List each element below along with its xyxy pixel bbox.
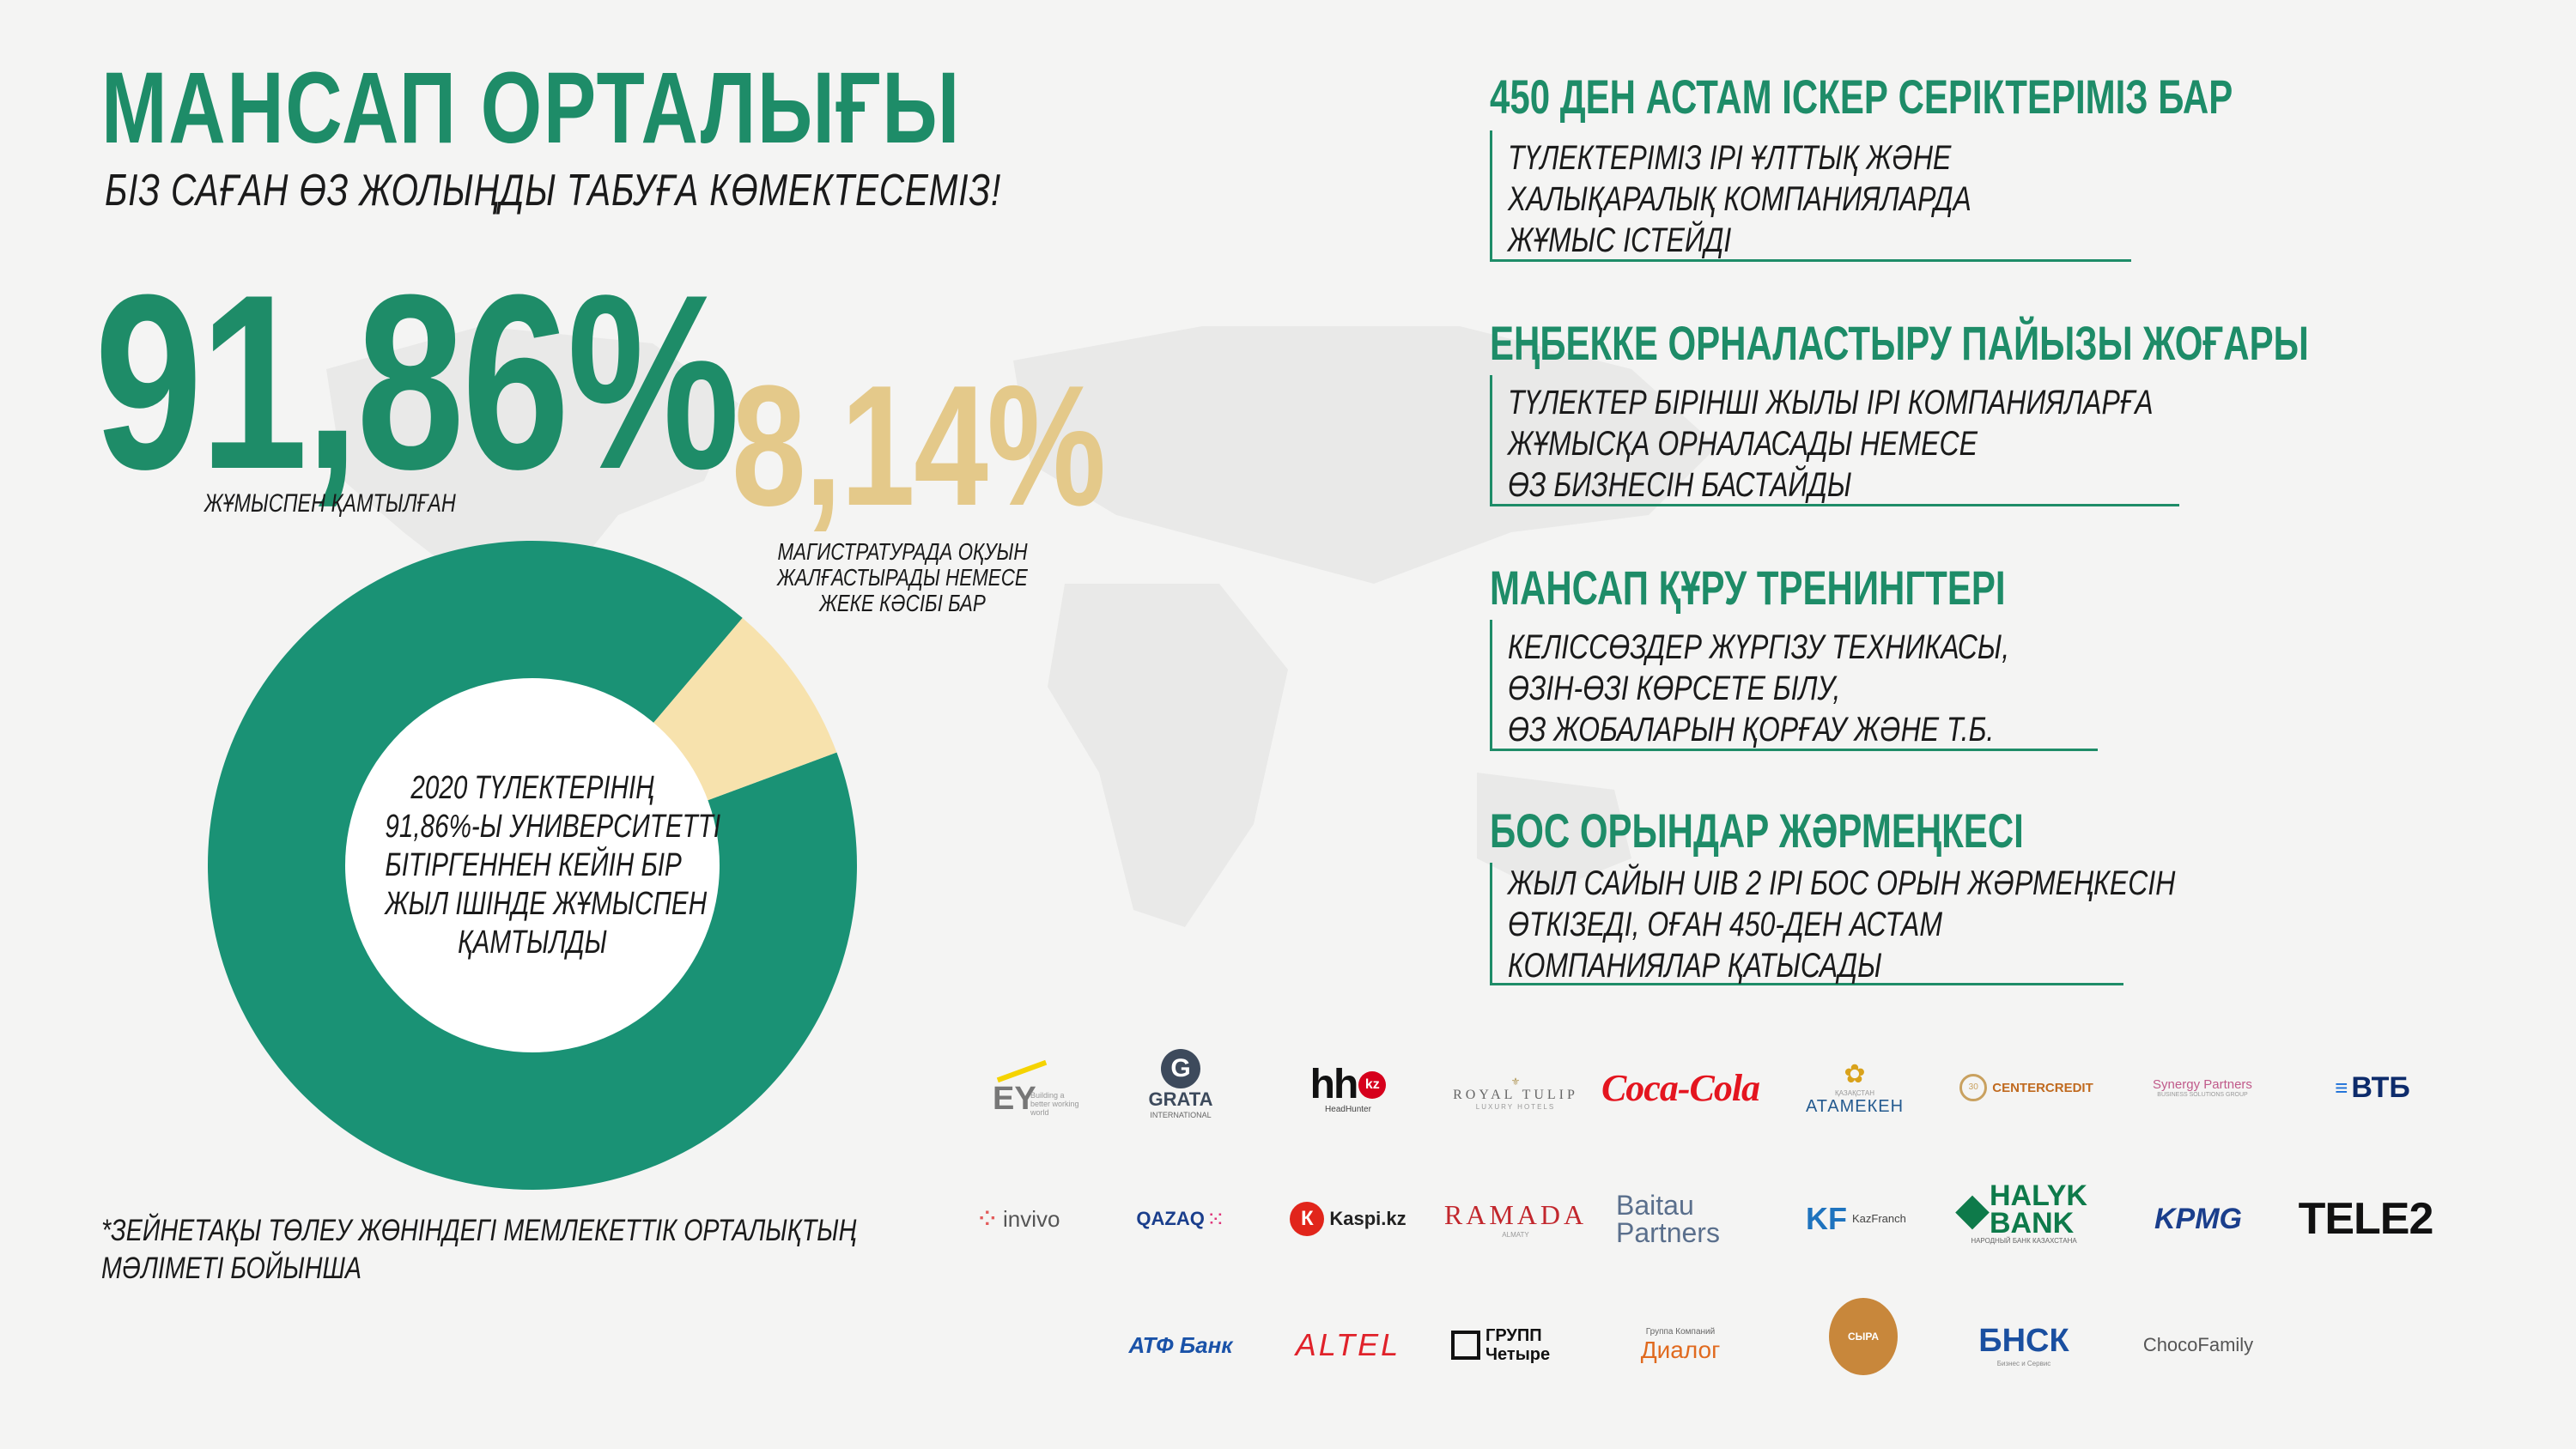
block-line: КОМПАНИЯЛАР ҚАТЫСАДЫ (1508, 947, 1882, 985)
center-text-line: 91,86%-Ы УНИВЕРСИТЕТТІ (385, 809, 721, 845)
other-label-line: ЖАЛҒАСТЫРАДЫ НЕМЕСЕ (777, 564, 1028, 591)
block-line: ТҮЛЕКТЕРІМІЗ ІРІ ҰЛТТЫҚ ЖӘНЕ (1508, 139, 1952, 177)
footnote-line: МӘЛІМЕТІ БОЙЫНША (101, 1252, 362, 1285)
logo-atameken: ✿ ҚАЗАҚСТАН АТАМЕКЕН (1805, 1059, 1905, 1116)
donut-center (345, 678, 720, 1052)
employed-label: ЖҰМЫСПЕН ҚАМТЫЛҒАН (204, 489, 456, 518)
block-partners: 450 ДЕН АСТАМ ІСКЕР СЕРІКТЕРІМІЗ БАР ТҮЛ… (1490, 69, 2481, 262)
logo-bnsk: БНСК Бизнес и Сервис (1978, 1323, 2069, 1367)
block-heading: 450 ДЕН АСТАМ ІСКЕР СЕРІКТЕРІМІЗ БАР (1490, 70, 2233, 124)
atameken-flower-icon: ✿ (1844, 1059, 1866, 1088)
donut-center-text: 2020 ТҮЛЕКТЕРІНІҢ 91,86%-Ы УНИВЕРСИТЕТТІ… (343, 769, 721, 962)
qazaq-dots-icon: ⁙ (1206, 1205, 1225, 1232)
block-line: ЖҰМЫСҚА ОРНАЛАСАДЫ НЕМЕСЕ (1508, 425, 1978, 463)
logo-ramada: RAMADA ALMATY (1443, 1199, 1588, 1239)
group-four-square-icon (1451, 1331, 1480, 1360)
block-line: ӨТКІЗЕДІ, ОҒАН 450-ДЕН АСТАМ (1508, 906, 1943, 943)
other-percentage: 8,14% (732, 350, 1106, 542)
logo-dialog: Группа Компаний Диалог (1640, 1326, 1721, 1363)
block-line: ЖЫЛ САЙЫН UIB 2 ІРІ БОС ОРЫН ЖӘРМЕҢКЕСІН (1508, 864, 2176, 902)
halyk-emblem-icon: ◆ (1955, 1184, 1990, 1234)
logo-synergy: Synergy Partners BUSINESS SOLUTIONS GROU… (2153, 1077, 2252, 1098)
block-heading: МАНСАП ҚҰРУ ТРЕНИНГТЕРІ (1490, 561, 2006, 615)
logo-chocofamily: ChocoFamily (2142, 1334, 2254, 1355)
logo-qazaq: QAZAQ ⁙ (1136, 1205, 1225, 1232)
block-heading: ЕҢБЕККЕ ОРНАЛАСТЫРУ ПАЙЫЗЫ ЖОҒАРЫ (1490, 316, 2309, 370)
kaspi-icon: К (1290, 1202, 1325, 1236)
logo-altel: ALTEL (1295, 1327, 1401, 1362)
block-heading: БОС ОРЫНДАР ЖӘРМЕҢКЕСІ (1490, 803, 2024, 858)
block-line: ХАЛЫҚАРАЛЫҚ КОМПАНИЯЛАРДА (1508, 180, 1971, 218)
block-trainings: МАНСАП ҚҰРУ ТРЕНИНГТЕРІ КЕЛІССӨЗДЕР ЖҮРГ… (1490, 560, 2178, 751)
footnote: *ЗЕЙНЕТАҚЫ ТӨЛЕУ ЖӨНІНДЕГІ МЕМЛЕКЕТТІК О… (101, 1212, 1022, 1288)
other-label-line: ЖЕКЕ КӘСІБІ БАР (819, 590, 986, 616)
block-line: ӨЗ ЖОБАЛАРЫН ҚОРҒАУ ЖӘНЕ Т.Б. (1508, 711, 1995, 749)
logo-group-four: ГРУПП Четыре (1434, 1307, 1597, 1384)
logo-kaspi: К Kaspi.kz (1267, 1180, 1430, 1258)
hh-kz-icon: kz (1358, 1070, 1387, 1099)
employed-percentage: 91,86% (94, 243, 740, 521)
logo-kpmg: KPMG (2154, 1202, 2242, 1235)
logo-vtb: ≡ ВТБ (2335, 1070, 2410, 1104)
logo-ey: EY Building a better working world (936, 1052, 1099, 1129)
logo-tele2: TELE2 (2298, 1194, 2434, 1244)
center-text-line: БІТІРГЕННЕН КЕЙІН БІР (385, 847, 682, 883)
vtb-stripes-icon: ≡ (2335, 1074, 2348, 1100)
ey-beam-icon (996, 1059, 1048, 1083)
block-job-fair: БОС ОРЫНДАР ЖӘРМЕҢКЕСІ ЖЫЛ САЙЫН UIB 2 І… (1490, 803, 2202, 985)
center-text-line: ЖЫЛ ІШІНДЕ ЖҰМЫСПЕН (385, 886, 708, 922)
block-bracket: ТҮЛЕКТЕР БІРІНШІ ЖЫЛЫ ІРІ КОМПАНИЯЛАРҒА … (1490, 375, 2179, 506)
logo-atf: АТФ Банк (1128, 1331, 1233, 1358)
invivo-dot-icon: ⁘ (975, 1203, 1000, 1235)
other-label-line: МАГИСТРАТУРАДА ОҚУЫН (777, 538, 1028, 565)
logo-coca-cola: Coca-Cola (1601, 1066, 1760, 1109)
footnote-line: *ЗЕЙНЕТАҚЫ ТӨЛЕУ ЖӨНІНДЕГІ МЕМЛЕКЕТТІК О… (101, 1214, 857, 1247)
page-title: МАНСАП ОРТАЛЫҒЫ (101, 52, 961, 165)
block-line: ЖҰМЫС ІСТЕЙДІ (1508, 221, 1732, 259)
centercredit-emblem-icon: 30 (1959, 1074, 1988, 1101)
logo-baitau: Baitau Partners (1616, 1190, 1720, 1248)
page-subtitle: БІЗ САҒАН ӨЗ ЖОЛЫҢДЫ ТАБУҒА КӨМЕКТЕСЕМІЗ… (105, 166, 1002, 215)
logo-hh: hh kz HeadHunter (1267, 1049, 1430, 1126)
block-employment: ЕҢБЕККЕ ОРНАЛАСТЫРУ ПАЙЫЗЫ ЖОҒАРЫ ТҮЛЕКТ… (1490, 315, 2576, 506)
other-label: МАГИСТРАТУРАДА ОҚУЫН ЖАЛҒАСТЫРАДЫ НЕМЕСЕ… (735, 539, 1070, 616)
logo-royal-tulip: ⚜ ROYAL TULIP LUXURY HOTELS (1453, 1075, 1578, 1111)
center-text-line: 2020 ТҮЛЕКТЕРІНІҢ (410, 770, 654, 806)
logo-invivo: ⁘ invivo (975, 1203, 1060, 1235)
block-line: ТҮЛЕКТЕР БІРІНШІ ЖЫЛЫ ІРІ КОМПАНИЯЛАРҒА (1508, 384, 2154, 421)
block-bracket: ТҮЛЕКТЕРІМІЗ ІРІ ҰЛТТЫҚ ЖӘНЕ ХАЛЫҚАРАЛЫҚ… (1490, 130, 2131, 262)
kf-mark-icon: KF (1806, 1201, 1847, 1236)
block-line: КЕЛІССӨЗДЕР ЖҮРГІЗУ ТЕХНИКАСЫ, (1508, 628, 2010, 666)
block-bracket: ЖЫЛ САЙЫН UIB 2 ІРІ БОС ОРЫН ЖӘРМЕҢКЕСІН… (1490, 863, 2176, 985)
block-line: ӨЗІН-ӨЗІ КӨРСЕТЕ БІЛУ, (1508, 670, 1841, 707)
block-line: ӨЗ БИЗНЕСІН БАСТАЙДЫ (1508, 466, 1852, 504)
syra-seal-icon: СЫРА (1829, 1298, 1898, 1375)
logo-kazfranch: KF KazFranch (1806, 1201, 1906, 1236)
logo-syra: СЫРА (1782, 1298, 1945, 1375)
center-text-line: ҚАМТЫЛДЫ (458, 925, 607, 961)
block-bracket: КЕЛІССӨЗДЕР ЖҮРГІЗУ ТЕХНИКАСЫ, ӨЗІН-ӨЗІ … (1490, 620, 2098, 751)
tulip-icon: ⚜ (1510, 1075, 1521, 1088)
grata-g-icon: G (1161, 1049, 1200, 1088)
logo-halyk: ◆ HALYK BANK НАРОДНЫЙ БАНК КАЗАХСТАНА (1955, 1179, 2087, 1245)
logo-grata: G GRATA INTERNATIONAL (1099, 1046, 1262, 1123)
logo-centercredit: 30 CENTERCREDIT (1945, 1049, 2108, 1126)
